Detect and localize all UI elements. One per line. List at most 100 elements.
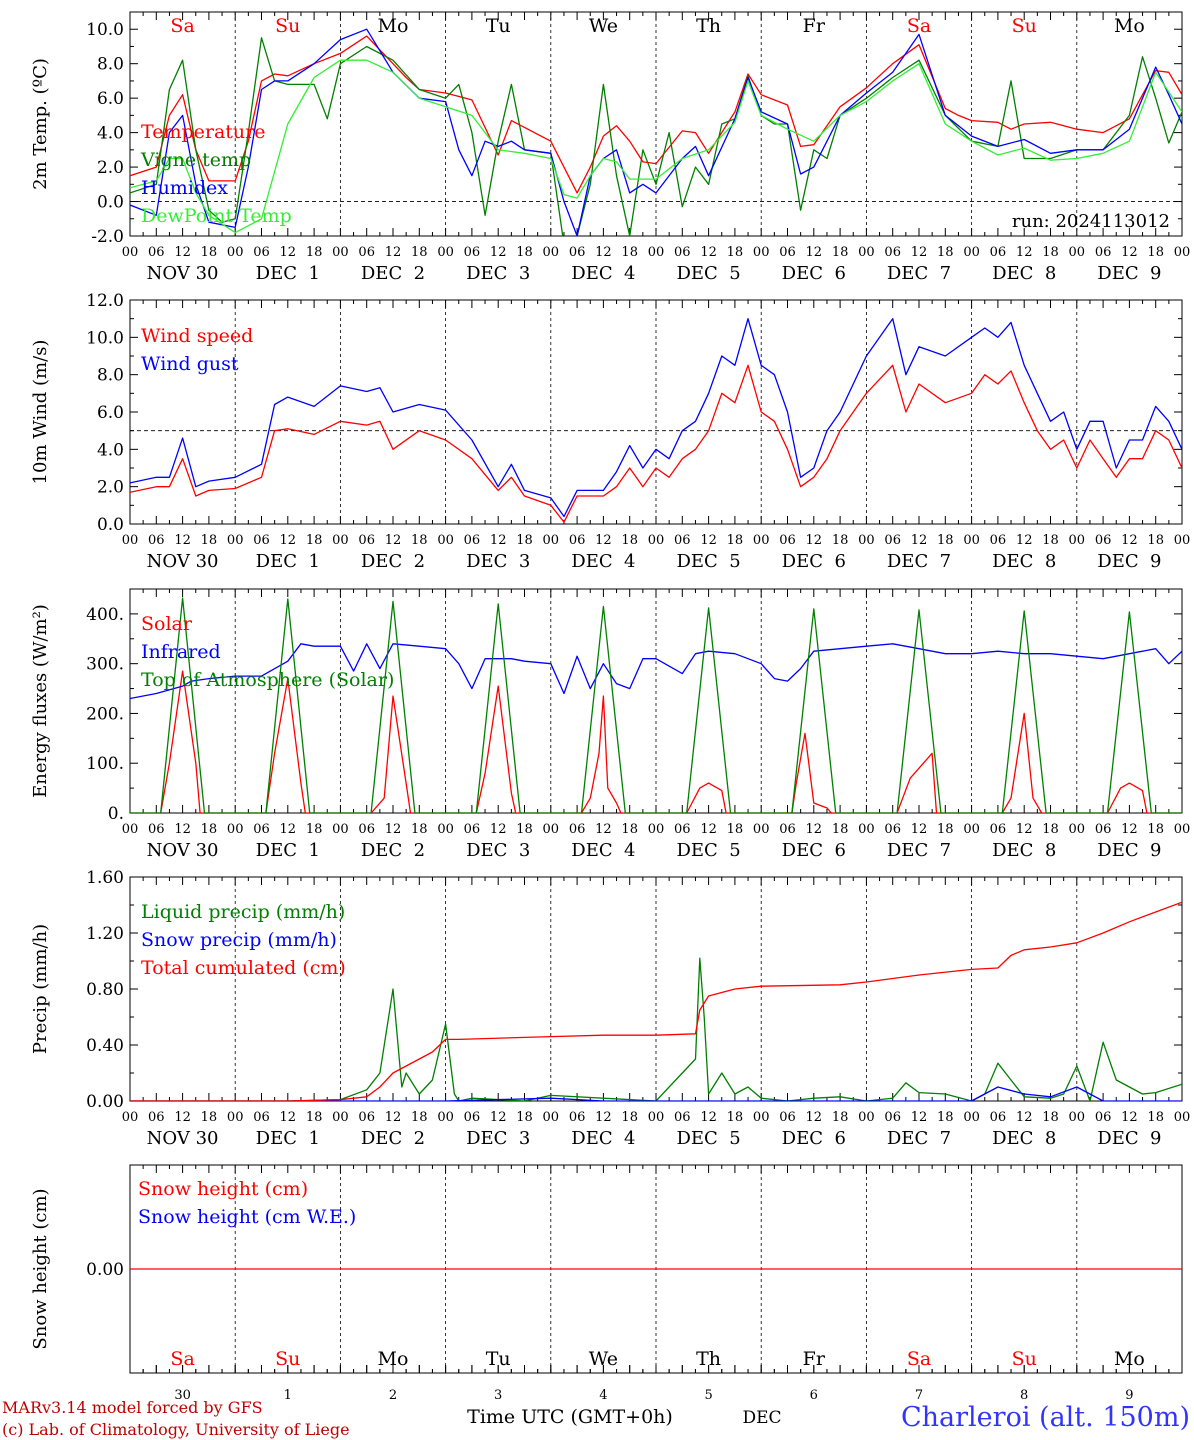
hour-label: 06 bbox=[674, 533, 691, 548]
hour-label: 12 bbox=[700, 1110, 717, 1125]
hour-label: 00 bbox=[648, 245, 665, 260]
hour-label: 00 bbox=[753, 245, 770, 260]
y-axis-label: Energy fluxes (W/m²) bbox=[30, 604, 51, 798]
hour-label: 12 bbox=[490, 533, 507, 548]
hour-label: 00 bbox=[227, 533, 244, 548]
date-label: NOV 30 bbox=[147, 551, 219, 572]
date-label: DEC 2 bbox=[361, 551, 425, 572]
series-line bbox=[130, 901, 1182, 1101]
hour-label: 06 bbox=[253, 822, 270, 837]
series-line bbox=[130, 28, 1182, 236]
date-label: DEC 1 bbox=[256, 1128, 320, 1149]
hour-label: 06 bbox=[674, 1110, 691, 1125]
hour-label: 12 bbox=[280, 533, 297, 548]
hour-label: 12 bbox=[1016, 245, 1033, 260]
y-axis-label: 2m Temp. (ºC) bbox=[30, 58, 51, 190]
day-name: Su bbox=[1012, 15, 1037, 37]
hour-label: 06 bbox=[148, 822, 165, 837]
hour-label: 06 bbox=[569, 245, 586, 260]
date-label: DEC 6 bbox=[782, 551, 846, 572]
legend-entry: Liquid precip (mm/h) bbox=[141, 901, 345, 923]
hour-label: 06 bbox=[1095, 245, 1112, 260]
legend-entry: Temperature bbox=[141, 121, 265, 143]
hour-label: 12 bbox=[595, 1110, 612, 1125]
panel-1: -2.0 0.0 2.0 4.0 6.0 8.0 10.0 2m Temp. (ºC) 00 06… bbox=[30, 11, 1190, 284]
hour-label: 18 bbox=[516, 1110, 533, 1125]
hour-label: 18 bbox=[516, 245, 533, 260]
hour-label: 12 bbox=[280, 822, 297, 837]
hour-label: 00 bbox=[227, 822, 244, 837]
hour-label: 06 bbox=[253, 533, 270, 548]
hour-label: 00 bbox=[332, 1110, 349, 1125]
y-tick-label: 0.0 bbox=[97, 193, 124, 213]
hour-label: 12 bbox=[806, 245, 823, 260]
hour-label: 12 bbox=[490, 822, 507, 837]
hour-label: 00 bbox=[227, 1110, 244, 1125]
hour-label: 12 bbox=[174, 533, 191, 548]
hour-label: 18 bbox=[937, 822, 954, 837]
footer-xlabel: Time UTC (GMT+0h) bbox=[467, 1406, 673, 1428]
day-number: 6 bbox=[810, 1388, 818, 1403]
y-tick-label: 0.40 bbox=[86, 1036, 124, 1056]
legend-entry: Solar bbox=[141, 613, 193, 635]
date-label: DEC 3 bbox=[466, 551, 530, 572]
legend-entry: Wind speed bbox=[141, 325, 253, 347]
hour-label: 18 bbox=[1147, 822, 1164, 837]
day-name: Fr bbox=[803, 15, 826, 37]
hour-label: 00 bbox=[858, 245, 875, 260]
date-label: DEC 5 bbox=[676, 551, 740, 572]
footer-station: Charleroi (alt. 150m) bbox=[901, 1402, 1190, 1433]
day-name: Su bbox=[275, 15, 300, 37]
hour-label: 12 bbox=[385, 822, 402, 837]
hour-label: 06 bbox=[990, 822, 1007, 837]
hour-label: 18 bbox=[411, 822, 428, 837]
hour-label: 12 bbox=[911, 533, 928, 548]
hour-label: 18 bbox=[516, 822, 533, 837]
date-label: DEC 4 bbox=[571, 551, 635, 572]
hour-label: 18 bbox=[516, 533, 533, 548]
hour-label: 18 bbox=[832, 822, 849, 837]
hour-label: 00 bbox=[543, 245, 560, 260]
footer-model: MARv3.14 model forced by GFS bbox=[2, 1398, 263, 1417]
y-tick-label: 2.0 bbox=[97, 158, 124, 178]
day-number: 7 bbox=[915, 1388, 923, 1403]
hour-label: 12 bbox=[280, 1110, 297, 1125]
y-tick-label: 200. bbox=[86, 704, 124, 724]
y-axis-label: 10m Wind (m/s) bbox=[30, 340, 51, 485]
hour-label: 06 bbox=[148, 245, 165, 260]
hour-label: 06 bbox=[1095, 533, 1112, 548]
date-label: DEC 7 bbox=[887, 263, 951, 284]
hour-label: 00 bbox=[1174, 533, 1191, 548]
hour-label: 18 bbox=[937, 1110, 954, 1125]
hour-label: 06 bbox=[779, 245, 796, 260]
day-name: Tu bbox=[486, 15, 511, 37]
y-tick-label: 300. bbox=[86, 655, 124, 675]
hour-label: 06 bbox=[358, 1110, 375, 1125]
hour-label: 18 bbox=[411, 533, 428, 548]
panel-4: 0.00 0.40 0.80 1.20 1.60 Precip (mm/h) 00 06 12 1… bbox=[30, 868, 1190, 1149]
hour-label: 18 bbox=[937, 245, 954, 260]
day-name: Mo bbox=[1114, 1348, 1145, 1370]
hour-label: 18 bbox=[621, 245, 638, 260]
series-line bbox=[130, 37, 1182, 236]
y-axis-label: Precip (mm/h) bbox=[30, 924, 51, 1054]
date-label: NOV 30 bbox=[147, 263, 219, 284]
hour-label: 00 bbox=[437, 1110, 454, 1125]
hour-label: 00 bbox=[543, 533, 560, 548]
hour-label: 12 bbox=[174, 245, 191, 260]
hour-label: 00 bbox=[122, 245, 139, 260]
date-label: DEC 1 bbox=[256, 840, 320, 861]
date-label: NOV 30 bbox=[147, 1128, 219, 1149]
hour-label: 00 bbox=[858, 1110, 875, 1125]
hour-label: 06 bbox=[464, 533, 481, 548]
date-label: DEC 7 bbox=[887, 840, 951, 861]
hour-label: 06 bbox=[358, 533, 375, 548]
y-tick-label: 1.20 bbox=[86, 924, 124, 944]
hour-label: 18 bbox=[621, 533, 638, 548]
legend-entry: Snow height (cm W.E.) bbox=[138, 1206, 356, 1228]
hour-label: 00 bbox=[332, 822, 349, 837]
hour-label: 18 bbox=[306, 245, 323, 260]
hour-label: 12 bbox=[1121, 245, 1138, 260]
day-number: 5 bbox=[704, 1388, 712, 1403]
